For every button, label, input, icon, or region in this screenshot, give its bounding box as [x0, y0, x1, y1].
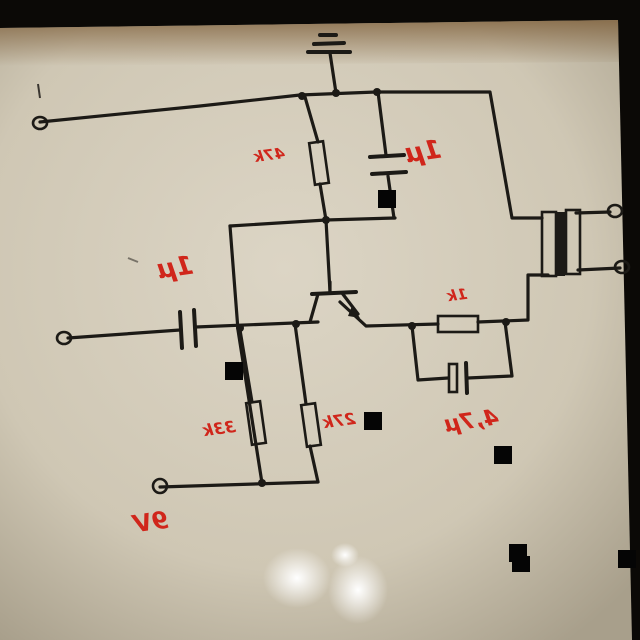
junctions: [236, 88, 510, 487]
light-glare: [263, 548, 331, 608]
resistor-1k: [436, 314, 480, 334]
capacitor-emitter-plate: [447, 362, 459, 394]
resistor-27k: [299, 401, 323, 449]
label-33k: 33k: [200, 417, 237, 441]
transformer-secondary: [564, 208, 582, 276]
resistor-33k: [244, 399, 268, 447]
label-47k: 47k: [252, 144, 287, 166]
board: [0, 20, 632, 640]
label-27k: 27k: [320, 409, 357, 433]
transistor: [308, 280, 360, 324]
stray-marks: [37, 83, 636, 572]
label-1k: 1k: [445, 285, 469, 306]
transformer-core: [557, 212, 565, 276]
transformer: [540, 208, 582, 278]
label-9v: 9V: [129, 506, 170, 539]
transformer-primary: [540, 210, 558, 278]
resistor-47k: [307, 139, 331, 187]
label-c-input: 1µ: [154, 251, 195, 286]
board-top-shadow: [0, 20, 619, 66]
light-glare: [328, 556, 388, 624]
capacitor-input: [178, 308, 198, 350]
terminals: [31, 115, 631, 495]
terminal-top-left: [31, 115, 49, 131]
terminal-output-bottom: [613, 259, 631, 275]
ground-symbol: [306, 33, 352, 95]
terminal-output-top: [606, 203, 624, 219]
capacitor-emitter: [447, 361, 469, 395]
terminal-supply: [151, 477, 169, 495]
light-glare: [331, 543, 359, 567]
capacitor-top: [368, 153, 408, 176]
terminal-input: [55, 330, 73, 346]
label-c-top: 1µ: [402, 135, 443, 170]
